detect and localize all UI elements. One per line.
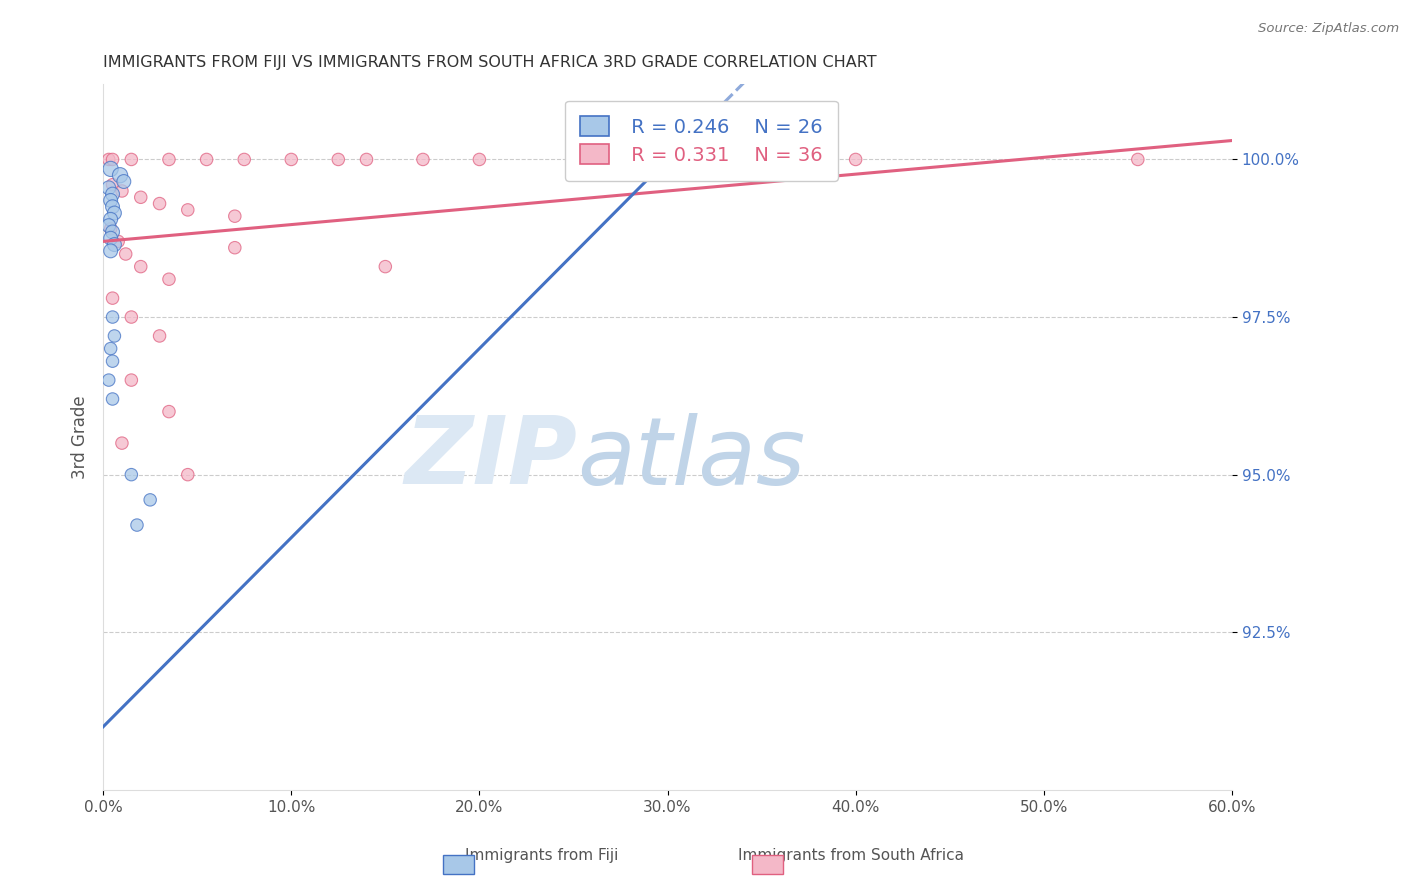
Text: atlas: atlas — [578, 412, 806, 503]
Point — [157, 272, 180, 286]
Text: IMMIGRANTS FROM FIJI VS IMMIGRANTS FROM SOUTH AFRICA 3RD GRADE CORRELATION CHART: IMMIGRANTS FROM FIJI VS IMMIGRANTS FROM … — [103, 55, 877, 70]
Point — [224, 241, 246, 255]
Point — [177, 202, 200, 217]
Point — [111, 436, 134, 450]
Point — [101, 200, 124, 214]
Point — [120, 310, 142, 324]
Point — [100, 231, 122, 245]
Point — [233, 153, 256, 167]
Point — [129, 190, 152, 204]
Point — [412, 153, 434, 167]
Point — [224, 209, 246, 223]
Point — [120, 153, 142, 167]
Point — [139, 492, 162, 507]
Point — [103, 329, 125, 343]
Point — [280, 153, 302, 167]
Point — [120, 467, 142, 482]
Point — [107, 235, 129, 249]
Point — [129, 260, 152, 274]
Point — [328, 153, 350, 167]
Point — [101, 392, 124, 406]
Point — [97, 373, 120, 387]
Point — [101, 225, 124, 239]
Point — [108, 168, 131, 182]
Text: ZIP: ZIP — [405, 412, 578, 504]
Point — [1126, 153, 1149, 167]
Point — [101, 153, 124, 167]
Point — [100, 161, 122, 176]
Point — [97, 181, 120, 195]
Point — [468, 153, 491, 167]
Point — [562, 153, 585, 167]
Point — [100, 342, 122, 356]
Point — [101, 310, 124, 324]
Point — [100, 194, 122, 208]
Point — [148, 329, 170, 343]
Point — [845, 153, 868, 167]
Text: Source: ZipAtlas.com: Source: ZipAtlas.com — [1258, 22, 1399, 36]
Point — [112, 174, 135, 188]
Point — [101, 354, 124, 368]
Point — [103, 206, 125, 220]
Point — [177, 467, 200, 482]
Point — [657, 153, 679, 167]
Point — [195, 153, 218, 167]
Point — [101, 187, 124, 202]
Y-axis label: 3rd Grade: 3rd Grade — [72, 395, 89, 479]
Text: Immigrants from Fiji: Immigrants from Fiji — [464, 848, 619, 863]
Point — [356, 153, 378, 167]
Point — [111, 184, 134, 198]
Point — [101, 178, 124, 192]
Point — [101, 291, 124, 305]
Legend:  R = 0.246    N = 26,  R = 0.331    N = 36: R = 0.246 N = 26, R = 0.331 N = 36 — [565, 101, 838, 180]
Point — [100, 244, 122, 258]
Point — [751, 153, 773, 167]
Point — [157, 404, 180, 418]
Point — [100, 221, 122, 235]
Point — [97, 219, 120, 233]
Point — [97, 153, 120, 167]
Point — [103, 237, 125, 252]
Point — [148, 196, 170, 211]
Point — [157, 153, 180, 167]
Point — [125, 518, 148, 533]
Point — [120, 373, 142, 387]
Point — [374, 260, 396, 274]
Point — [100, 212, 122, 227]
Text: Immigrants from South Africa: Immigrants from South Africa — [738, 848, 963, 863]
Point — [114, 247, 136, 261]
